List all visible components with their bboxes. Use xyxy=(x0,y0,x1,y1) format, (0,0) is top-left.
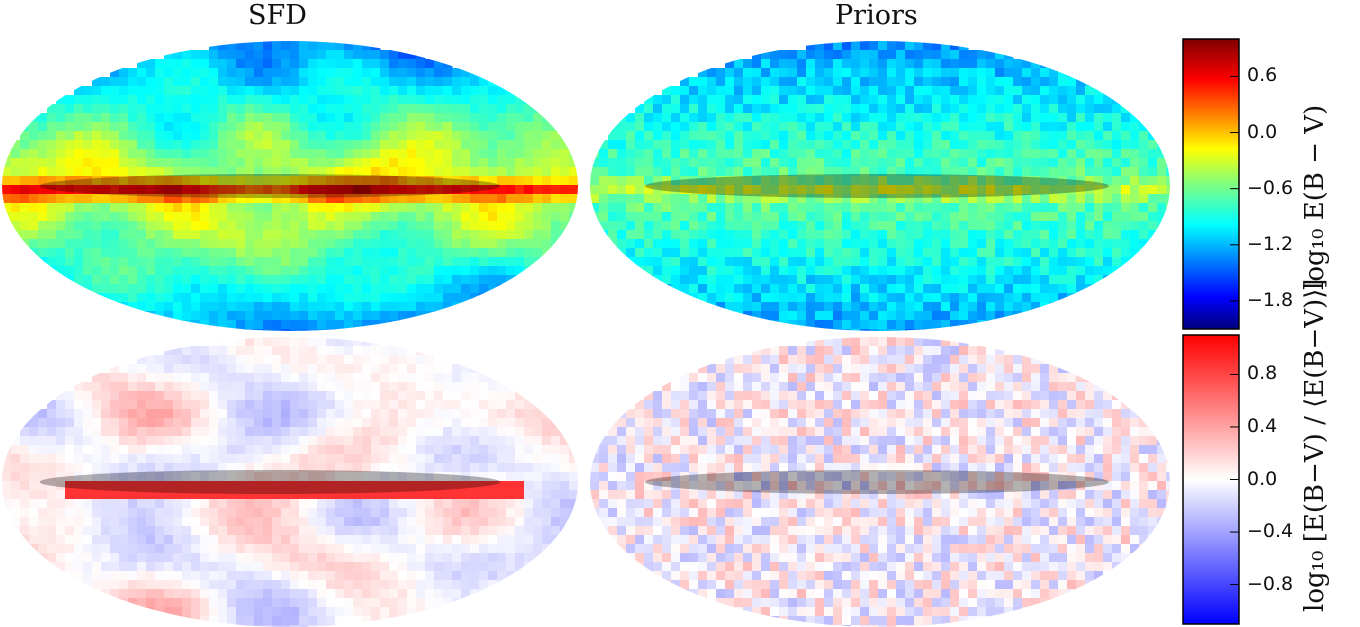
colorbar-top xyxy=(1182,38,1240,330)
colorbar-tick-label: 0.4 xyxy=(1247,414,1278,437)
colorbar-tick-label: 0.8 xyxy=(1247,362,1278,385)
sky-map-sfd-bot xyxy=(2,337,578,627)
colorbars-group xyxy=(1182,38,1240,625)
plane-mask-sfd-top xyxy=(39,174,501,198)
plane-mask-prior-top xyxy=(645,174,1109,198)
colorbar-bottom-label: log₁₀ [E(B−V) / ⟨E(B−V)⟩] xyxy=(1300,278,1330,612)
colorbar-tick-label: −0.8 xyxy=(1247,572,1294,595)
colorbar-tick-label: 0.0 xyxy=(1247,120,1278,143)
colorbar-tick-label: −0.4 xyxy=(1247,520,1294,543)
colorbar-tick-label: 0.6 xyxy=(1247,64,1278,87)
priors-title: Priors xyxy=(835,0,918,31)
colorbar-top-label: log₁₀ E(B − V) xyxy=(1300,104,1330,290)
colorbar-tick-label: −1.8 xyxy=(1247,288,1294,311)
colorbar-tick-label: −1.2 xyxy=(1247,232,1294,255)
colorbar-tick-label: −0.6 xyxy=(1247,176,1294,199)
colorbar-tick-label: 0.0 xyxy=(1247,467,1278,490)
maps-group xyxy=(2,41,1170,627)
plane-mask-prior-bot xyxy=(645,470,1109,494)
sky-map-sfd-top xyxy=(2,41,578,331)
plane-mask-sfd-bot xyxy=(39,470,501,494)
sfd-title: SFD xyxy=(248,0,307,31)
